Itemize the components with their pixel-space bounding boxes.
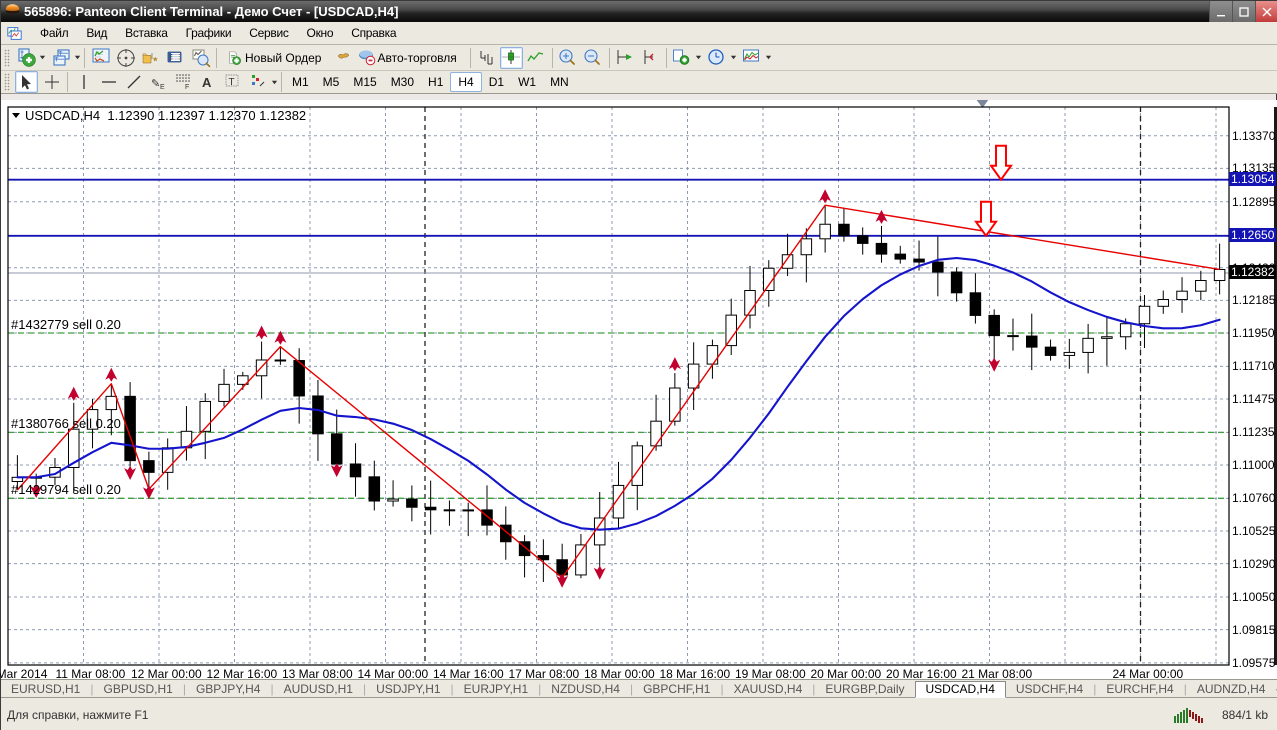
svg-text:E: E <box>160 84 165 91</box>
svg-text:#1429794 sell 0.20: #1429794 sell 0.20 <box>11 482 121 497</box>
svg-text:#1432779 sell 0.20: #1432779 sell 0.20 <box>11 317 121 332</box>
svg-text:#1380766 sell 0.20: #1380766 sell 0.20 <box>11 416 121 431</box>
svg-text:A: A <box>202 75 212 90</box>
svg-text:✎: ✎ <box>151 78 160 90</box>
svg-text:T: T <box>228 77 234 88</box>
svg-text:F: F <box>185 84 189 91</box>
